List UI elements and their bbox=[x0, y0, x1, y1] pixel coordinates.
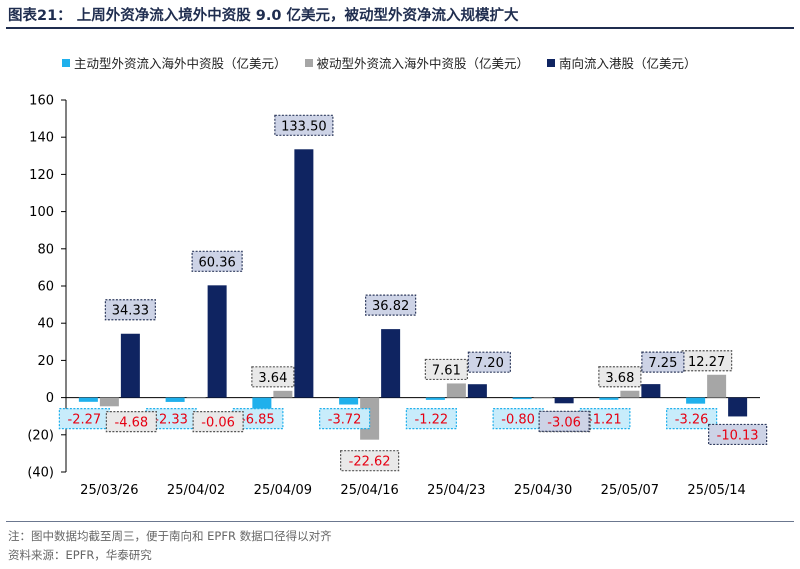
legend-swatch-southbound bbox=[547, 58, 556, 67]
legend-swatch-passive bbox=[304, 58, 313, 67]
data-label-box-southbound bbox=[467, 351, 511, 373]
x-tick-label: 25/04/02 bbox=[167, 483, 225, 498]
legend-label-southbound: 南向流入港股（亿美元） bbox=[559, 56, 697, 71]
bar-active bbox=[339, 397, 359, 405]
data-label-active: -2.27 bbox=[68, 413, 102, 428]
data-label-box-passive bbox=[598, 366, 642, 388]
bar-passive bbox=[620, 390, 640, 398]
bar-passive bbox=[273, 390, 293, 398]
bar-southbound bbox=[641, 384, 661, 398]
y-tick-label: 140 bbox=[29, 131, 54, 146]
data-label-active: -3.72 bbox=[328, 413, 362, 428]
bar-active bbox=[78, 397, 98, 402]
bar-active bbox=[165, 397, 185, 402]
data-label-active: -0.80 bbox=[501, 413, 535, 428]
data-label-box-active bbox=[405, 408, 457, 430]
x-tick-label: 25/04/16 bbox=[340, 483, 398, 498]
bar-southbound bbox=[294, 149, 314, 398]
data-label-box-passive bbox=[192, 411, 244, 433]
data-label-southbound: 36.82 bbox=[372, 299, 409, 314]
bar-southbound bbox=[467, 384, 487, 398]
legend-item-southbound: 南向流入港股（亿美元） bbox=[547, 53, 697, 72]
y-tick-label: 120 bbox=[29, 168, 54, 183]
source-note: 资料来源：EPFR，华泰研究 bbox=[8, 548, 152, 562]
data-label-active: -1.21 bbox=[588, 413, 622, 428]
bar-southbound bbox=[207, 285, 227, 398]
x-tick-label: 25/04/30 bbox=[514, 483, 572, 498]
data-label-active: -2.33 bbox=[154, 413, 188, 428]
bar-active bbox=[512, 397, 532, 400]
data-label-southbound: 133.50 bbox=[281, 119, 327, 134]
data-label-southbound: -3.06 bbox=[547, 415, 581, 430]
footnote: 注：图中数据均截至周三，便于南向和 EPFR 数据口径得以对齐 bbox=[8, 529, 332, 543]
data-label-box-southbound bbox=[274, 114, 334, 136]
bar-passive bbox=[99, 397, 119, 407]
data-label-box-active bbox=[666, 408, 718, 430]
y-tick-label: (40) bbox=[27, 466, 54, 481]
data-label-southbound: -10.13 bbox=[717, 428, 759, 443]
x-tick-label: 25/03/26 bbox=[80, 483, 138, 498]
data-label-active: -6.85 bbox=[241, 413, 275, 428]
bar-active bbox=[252, 397, 272, 411]
data-label-southbound: 60.36 bbox=[199, 255, 236, 270]
x-tick-label: 25/04/09 bbox=[254, 483, 312, 498]
y-tick-label: 80 bbox=[37, 242, 54, 257]
data-label-passive: -0.06 bbox=[201, 416, 235, 431]
y-tick-label: 100 bbox=[29, 205, 54, 220]
bottom-rule bbox=[6, 521, 794, 522]
data-label-box-southbound bbox=[104, 299, 156, 321]
legend-label-passive: 被动型外资流入海外中资股（亿美元） bbox=[316, 56, 530, 71]
data-label-box-passive bbox=[340, 450, 400, 472]
data-label-passive: -22.62 bbox=[349, 455, 391, 470]
legend: 主动型外资流入海外中资股（亿美元） 被动型外资流入海外中资股（亿美元） 南向流入… bbox=[62, 53, 697, 72]
y-tick-label: 0 bbox=[46, 391, 54, 406]
data-label-box-passive bbox=[105, 411, 157, 433]
data-label-passive: 3.64 bbox=[258, 371, 287, 386]
data-label-box-southbound bbox=[538, 410, 590, 432]
bar-southbound bbox=[381, 329, 401, 398]
data-label-active: -3.26 bbox=[675, 413, 709, 428]
data-label-box-active bbox=[319, 408, 371, 430]
y-tick-label: 160 bbox=[29, 94, 54, 109]
bar-passive bbox=[707, 374, 727, 398]
y-tick-label: 40 bbox=[37, 317, 54, 332]
y-tick-label: 60 bbox=[37, 280, 54, 295]
data-label-southbound: 7.20 bbox=[475, 356, 504, 371]
x-tick-label: 25/04/23 bbox=[427, 483, 485, 498]
data-label-box-southbound bbox=[365, 294, 417, 316]
bar-passive bbox=[186, 397, 206, 399]
legend-swatch-active bbox=[62, 58, 70, 67]
bar-passive bbox=[446, 383, 466, 398]
data-label-passive: 7.61 bbox=[432, 363, 461, 378]
x-tick-label: 25/05/14 bbox=[687, 483, 745, 498]
y-tick-label: 20 bbox=[37, 354, 54, 369]
data-label-box-southbound bbox=[708, 423, 768, 446]
bar-southbound bbox=[120, 333, 140, 398]
title-rule bbox=[6, 27, 794, 29]
legend-label-active: 主动型外资流入海外中资股（亿美元） bbox=[74, 56, 287, 71]
bar-southbound bbox=[554, 397, 574, 404]
y-tick-label: (20) bbox=[27, 428, 54, 443]
data-label-box-passive bbox=[251, 366, 295, 388]
legend-item-passive: 被动型外资流入海外中资股（亿美元） bbox=[304, 53, 530, 72]
bar-southbound bbox=[728, 397, 748, 417]
data-label-box-southbound bbox=[641, 351, 685, 373]
data-label-passive: 12.27 bbox=[688, 355, 725, 370]
data-label-southbound: 34.33 bbox=[112, 304, 149, 319]
data-label-passive: -4.68 bbox=[115, 416, 149, 431]
bar-active bbox=[425, 397, 445, 400]
bar-passive bbox=[533, 397, 553, 399]
x-tick-label: 25/05/07 bbox=[601, 483, 659, 498]
legend-item-active: 主动型外资流入海外中资股（亿美元） bbox=[62, 53, 287, 72]
data-label-passive: 3.68 bbox=[605, 371, 634, 386]
data-label-southbound: 7.25 bbox=[648, 356, 677, 371]
bar-active bbox=[686, 397, 706, 404]
data-label-box-passive bbox=[424, 358, 468, 381]
data-label-active: -1.22 bbox=[415, 413, 449, 428]
chart-title: 图表21： 上周外资净流入境外中资股 9.0 亿美元，被动型外资净流入规模扩大 bbox=[8, 8, 519, 24]
bar-active bbox=[599, 397, 619, 400]
data-label-box-southbound bbox=[191, 250, 243, 272]
